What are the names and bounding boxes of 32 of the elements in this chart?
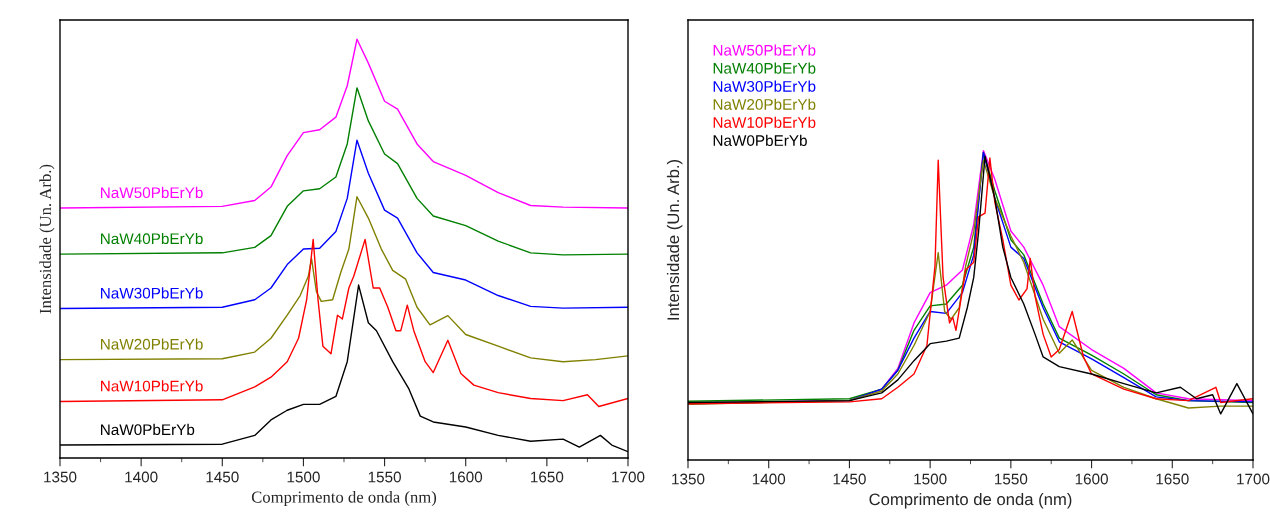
text: NaW20PbErYb xyxy=(713,98,816,110)
x-tick-label: 1400 xyxy=(752,473,786,485)
x-tick-label: 1450 xyxy=(833,473,866,485)
y-axis-title: Intensidade (Un. Arb.) xyxy=(666,159,683,320)
series-label: NaW40PbErYb xyxy=(101,232,203,245)
y-axis-title: Intensidade (Un. Arb.) xyxy=(39,164,55,314)
text: NaW40PbErYb xyxy=(713,62,816,74)
text: NaW0PbErYb xyxy=(713,134,807,146)
x-tick-label: 1600 xyxy=(1075,473,1108,485)
x-tick-label: 1650 xyxy=(531,471,564,483)
x-tick-label: 1350 xyxy=(672,473,705,485)
x-tick-label: 1600 xyxy=(449,471,483,483)
series-label: NaW30PbErYb xyxy=(101,287,203,299)
series-label: NaW10PbErYb xyxy=(101,380,203,392)
series-label: NaW50PbErYb xyxy=(101,186,203,199)
x-tick-label: 1400 xyxy=(125,471,158,483)
text: NaW50PbErYb xyxy=(713,44,816,56)
x-tick-label: 1500 xyxy=(287,471,320,483)
x-tick-label: 1350 xyxy=(44,471,77,483)
series-label: NaW20PbErYb xyxy=(101,338,203,350)
text: NaW30PbErYb xyxy=(713,80,816,92)
x-tick-label: 1550 xyxy=(368,471,401,483)
x-tick-label: 1550 xyxy=(995,473,1028,485)
x-tick-label: 1700 xyxy=(612,471,645,483)
series-label: NaW0PbErYb xyxy=(101,423,195,436)
x-tick-label: 1500 xyxy=(914,473,947,485)
text: NaW10PbErYb xyxy=(713,116,816,128)
x-axis-title: Comprimento de onda (nm) xyxy=(869,492,1072,509)
x-tick-label: 1650 xyxy=(1156,473,1189,485)
x-axis-title: Comprimento de onda (nm) xyxy=(251,490,437,507)
x-tick-label: 1450 xyxy=(206,471,239,483)
x-tick-label: 1700 xyxy=(1237,473,1270,485)
